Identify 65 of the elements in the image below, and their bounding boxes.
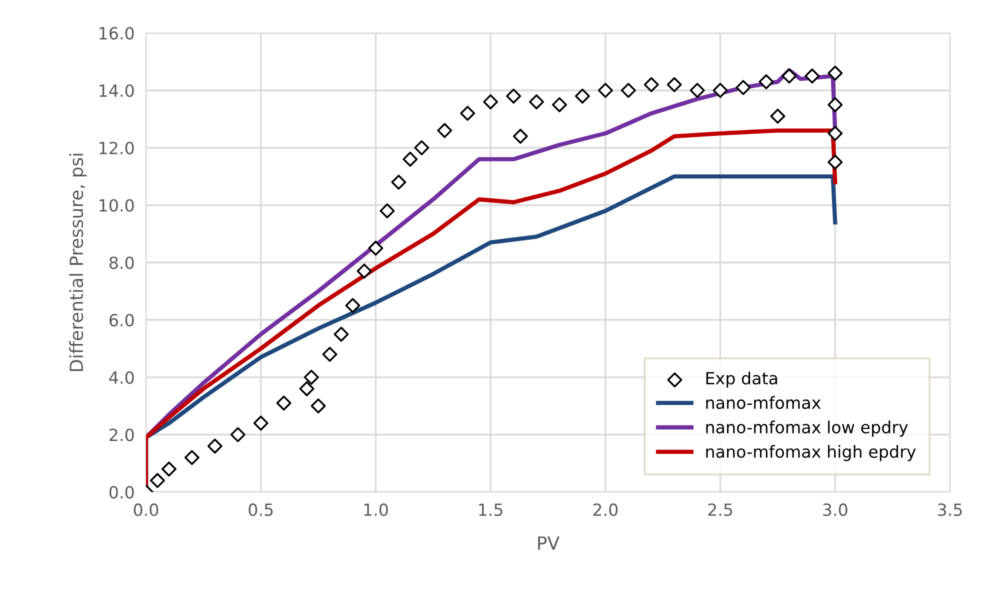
y-axis-title: Differential Pressure, psi	[69, 154, 87, 372]
x-tick-label: 1.0	[364, 503, 388, 516]
point	[345, 298, 360, 314]
y-tick-label: 0.0	[109, 486, 134, 499]
x-tick-label: 1.5	[479, 504, 502, 516]
point	[184, 450, 200, 466]
point	[402, 152, 418, 167]
point	[574, 88, 590, 104]
y-tick-label: 16.0	[100, 26, 134, 40]
legend-label: nano-mfomax low epdry	[706, 420, 908, 437]
x-tick-label: 2.0	[593, 503, 618, 516]
point	[552, 97, 567, 112]
point	[828, 97, 843, 112]
point	[782, 68, 797, 84]
y-tick-label: 4.0	[109, 371, 134, 384]
x-tick-label: 3.0	[823, 503, 848, 516]
point	[230, 427, 246, 442]
point	[828, 66, 843, 81]
x-tick-label: 0.0	[134, 503, 158, 516]
point	[483, 94, 498, 110]
point	[736, 80, 751, 95]
y-tick-label: 12.0	[100, 142, 134, 154]
point	[804, 68, 820, 84]
point	[437, 123, 452, 138]
point	[512, 128, 528, 144]
point	[322, 346, 338, 362]
x-tick-label: 2.5	[708, 503, 732, 516]
point	[712, 82, 728, 98]
point	[828, 154, 843, 170]
point	[598, 82, 613, 98]
point	[828, 126, 843, 141]
point	[253, 416, 268, 431]
point	[666, 77, 682, 92]
point	[414, 140, 430, 156]
point	[460, 106, 476, 121]
point	[506, 88, 522, 104]
point	[299, 381, 314, 396]
point	[276, 396, 292, 411]
point	[690, 82, 705, 98]
point	[161, 462, 176, 477]
point	[334, 326, 349, 342]
y-tick-label: 10.0	[100, 199, 134, 212]
point	[310, 398, 326, 414]
point	[770, 108, 786, 124]
point	[356, 264, 372, 279]
y-tick-label: 2.0	[110, 428, 134, 442]
x-tick-label: 0.5	[248, 503, 273, 516]
point	[644, 77, 659, 92]
y-tick-label: 8.0	[110, 256, 134, 270]
point	[207, 438, 222, 454]
y-tick-label: 14.0	[100, 84, 134, 97]
point	[150, 473, 165, 488]
point	[758, 74, 774, 90]
legend-label: nano-mfomax	[706, 396, 821, 409]
y-tick-label: 6.0	[110, 314, 134, 326]
point	[529, 94, 544, 110]
x-tick-label: 3.5	[938, 503, 962, 516]
point	[391, 174, 406, 190]
legend-label: nano-mfomax high epdry	[706, 445, 916, 462]
point	[380, 203, 395, 218]
point	[304, 370, 319, 385]
legend-label: Exp data	[706, 372, 778, 388]
point	[368, 240, 384, 256]
x-axis-title: PV	[538, 536, 560, 550]
point	[620, 82, 636, 98]
